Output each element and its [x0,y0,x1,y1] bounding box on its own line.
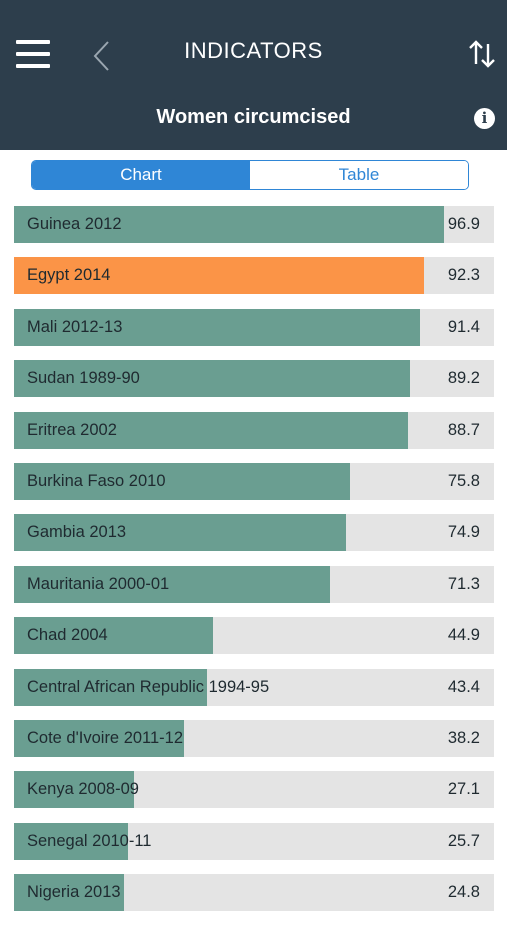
bar-label: Mali 2012-13 [27,317,123,336]
bar-value-label: 74.9 [447,523,480,542]
hamburger-icon [16,52,50,56]
bar-row[interactable]: Senegal 2010-11 25.7 [14,822,494,860]
view-segmented-control: Chart Table [31,160,469,190]
bar-label: Nigeria 2013 [27,883,121,902]
bar-label: Guinea 2012 [27,215,122,233]
bar [14,257,424,295]
bar-value-label: 44.9 [447,626,480,645]
bar-value-label: 92.3 [447,266,480,285]
bar [14,514,346,552]
chevron-left-icon [93,41,109,71]
bar-value-label: 38.2 [447,728,480,747]
bar-chart: Guinea 2012 96.9 Egypt 2014 92.3 Mali 2012-1… [14,206,494,925]
bar-row[interactable]: Sudan 1989-90 89.2 [14,360,494,398]
header-bar: INDICATORS Women circumcised i [0,0,507,150]
bar-row[interactable]: Cote d'Ivoire 2011-12 38.2 [14,719,494,757]
bar-label: Egypt 2014 [27,266,111,285]
bar-value-label: 25.7 [447,831,480,850]
bar-label: Mauritania 2000-01 [27,574,170,593]
bar-label: Kenya 2008-09 [27,780,139,799]
bar [14,206,444,243]
bar-value-label: 75.8 [447,471,480,490]
bar-label: Senegal 2010-11 [27,831,152,850]
bar-label: Gambia 2013 [27,523,127,542]
bar-label: Chad 2004 [27,626,108,645]
bar [14,771,134,809]
bar-value-label: 43.4 [447,677,480,696]
bar-value-label: 71.3 [447,574,480,593]
bar-label: Eritrea 2002 [27,420,117,439]
bar [14,617,213,655]
bar-value-label: 88.7 [447,420,480,439]
bar [14,719,184,757]
bar [14,565,330,603]
menu-button[interactable] [16,40,50,70]
bar-row[interactable]: Kenya 2008-09 27.1 [14,771,494,809]
bar [14,462,350,500]
back-button[interactable] [90,38,114,74]
bar [14,308,420,346]
info-icon[interactable]: i [474,108,495,129]
bar [14,668,207,706]
bar-value-label: 24.8 [447,883,480,902]
indicator-title: Women circumcised [156,106,351,128]
bar [14,360,410,398]
bar-row[interactable]: Nigeria 2013 24.8 [14,874,494,912]
bar [14,822,128,860]
bar-row[interactable]: Burkina Faso 2010 75.8 [14,462,494,500]
bar-value-label: 27.1 [447,780,480,799]
bar-label: Sudan 1989-90 [27,369,140,388]
bar-value-label: 96.9 [447,215,480,233]
bar-row[interactable]: Mali 2012-13 91.4 [14,308,494,346]
bar-label: Burkina Faso 2010 [27,471,166,490]
bar-row[interactable]: Guinea 2012 96.9 [14,206,494,243]
sort-button[interactable] [466,38,498,70]
bar-value-label: 91.4 [447,317,480,336]
hamburger-icon [16,64,50,68]
bar-row[interactable]: Gambia 2013 74.9 [14,514,494,552]
bar-row[interactable]: Chad 2004 44.9 [14,617,494,655]
hamburger-icon [16,40,50,44]
bar-row[interactable]: Mauritania 2000-01 71.3 [14,565,494,603]
tab-table[interactable]: Table [250,161,468,189]
bar-label: Cote d'Ivoire 2011-12 [27,728,184,747]
bar [14,411,408,449]
bar-label: Central African Republic 1994-95 [27,677,270,696]
bar-row[interactable]: Central African Republic 1994-95 43.4 [14,668,494,706]
bar-row[interactable]: Eritrea 2002 88.7 [14,411,494,449]
tab-chart[interactable]: Chart [32,161,250,189]
bar-row[interactable]: Egypt 2014 92.3 [14,257,494,295]
page-title: INDICATORS [184,38,323,63]
sort-arrows-icon [469,40,495,68]
bar-value-label: 89.2 [447,369,480,388]
